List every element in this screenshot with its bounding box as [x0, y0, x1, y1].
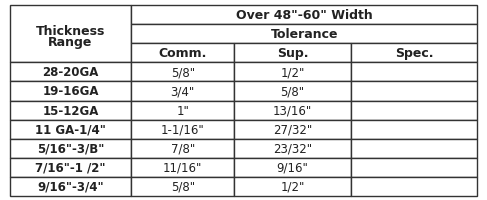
Bar: [351, 101, 477, 120]
Bar: [351, 158, 477, 177]
Text: 13/16": 13/16": [273, 104, 312, 117]
Bar: [351, 44, 477, 63]
Text: 15-12GA: 15-12GA: [42, 104, 99, 117]
Bar: [234, 82, 351, 101]
Text: Comm.: Comm.: [159, 47, 207, 60]
Text: 1/2": 1/2": [281, 180, 305, 193]
Bar: [234, 158, 351, 177]
Bar: [131, 120, 234, 139]
Bar: [234, 139, 351, 158]
Bar: [351, 120, 477, 139]
Bar: [131, 63, 234, 82]
Bar: [234, 101, 351, 120]
Bar: [131, 158, 234, 177]
Bar: [131, 101, 234, 120]
Bar: [131, 6, 477, 25]
Text: 5/16"-3/B": 5/16"-3/B": [37, 142, 104, 155]
Bar: [10, 101, 131, 120]
Bar: [131, 82, 234, 101]
Bar: [131, 44, 234, 63]
Bar: [10, 158, 131, 177]
Text: 11 GA-1/4": 11 GA-1/4": [35, 123, 106, 136]
Text: 1-1/16": 1-1/16": [161, 123, 205, 136]
Text: Thickness: Thickness: [36, 25, 105, 38]
Bar: [351, 82, 477, 101]
Bar: [131, 139, 234, 158]
Text: 1": 1": [176, 104, 189, 117]
Bar: [351, 139, 477, 158]
Text: 23/32": 23/32": [273, 142, 312, 155]
Text: 5/8": 5/8": [170, 180, 195, 193]
Bar: [131, 25, 477, 44]
Text: 7/8": 7/8": [170, 142, 195, 155]
Bar: [351, 63, 477, 82]
Text: 1/2": 1/2": [281, 66, 305, 79]
Text: Over 48"-60" Width: Over 48"-60" Width: [236, 9, 373, 22]
Text: Range: Range: [48, 36, 93, 49]
Text: Sup.: Sup.: [277, 47, 308, 60]
Text: 5/8": 5/8": [281, 85, 305, 98]
Bar: [351, 177, 477, 196]
Text: 3/4": 3/4": [170, 85, 195, 98]
Bar: [10, 6, 131, 63]
Bar: [131, 177, 234, 196]
Text: 19-16GA: 19-16GA: [42, 85, 99, 98]
Text: 9/16"-3/4": 9/16"-3/4": [37, 180, 104, 193]
Bar: [234, 120, 351, 139]
Bar: [234, 44, 351, 63]
Bar: [234, 177, 351, 196]
Text: 9/16": 9/16": [277, 161, 309, 174]
Text: 5/8": 5/8": [170, 66, 195, 79]
Bar: [10, 139, 131, 158]
Bar: [10, 63, 131, 82]
Text: Spec.: Spec.: [395, 47, 433, 60]
Bar: [10, 177, 131, 196]
Text: 7/16"-1 /2": 7/16"-1 /2": [35, 161, 106, 174]
Bar: [234, 63, 351, 82]
Text: 28-20GA: 28-20GA: [42, 66, 99, 79]
Text: Tolerance: Tolerance: [270, 28, 338, 41]
Bar: [10, 82, 131, 101]
Text: 11/16": 11/16": [163, 161, 203, 174]
Bar: [10, 120, 131, 139]
Text: 27/32": 27/32": [273, 123, 312, 136]
